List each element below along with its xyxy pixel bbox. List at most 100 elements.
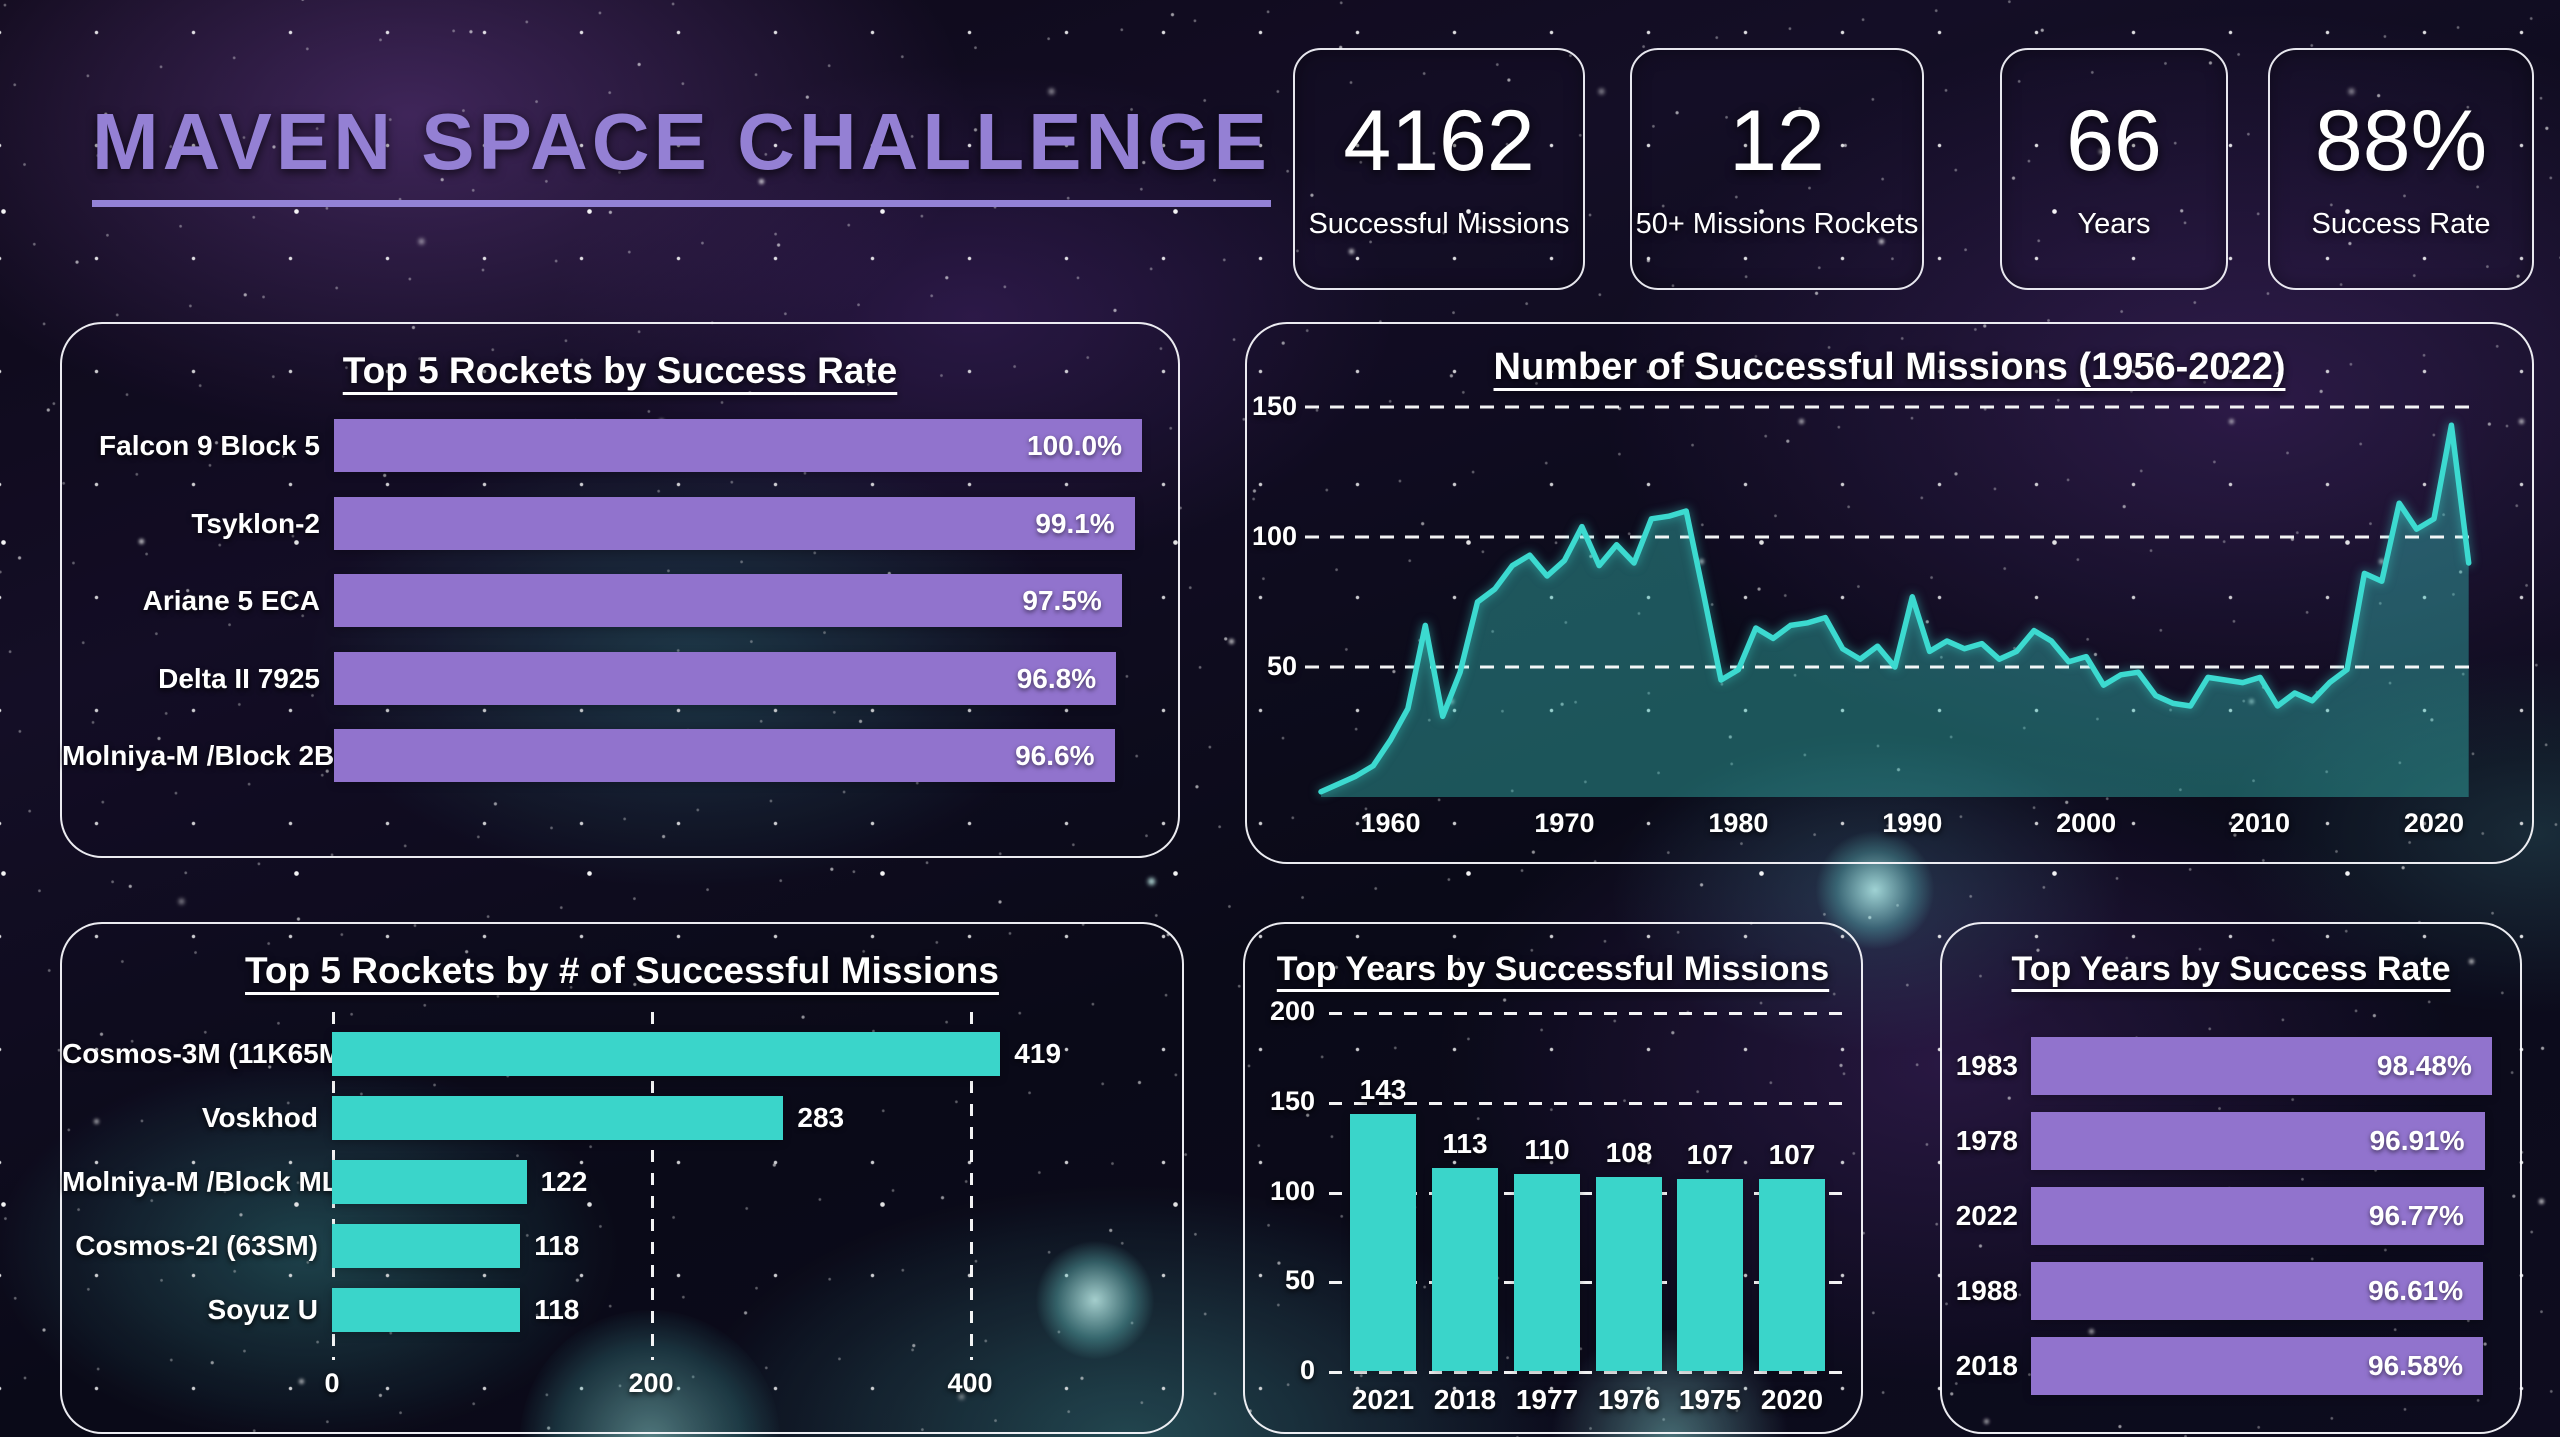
bar: [2031, 1112, 2485, 1170]
kpi-value: 12: [1729, 92, 1825, 189]
bar-category-label: 1976: [1597, 1384, 1661, 1415]
bar-category-label: 2018: [1433, 1384, 1497, 1415]
kpi-card-50plus-missions-rockets: 12 50+ Missions Rockets: [1630, 48, 1924, 290]
bar: [334, 729, 1115, 782]
axis-tick-label: 0: [1299, 1355, 1315, 1385]
bar: [332, 1160, 527, 1204]
bar: [334, 651, 1117, 705]
kpi-value: 4162: [1343, 92, 1535, 189]
chart-title: Top 5 Rockets by Success Rate: [342, 350, 898, 391]
bar-value-label: 96.77%: [2368, 1200, 2464, 1231]
gridline: [1329, 1281, 1845, 1285]
axis-tick-label: 100: [1269, 1175, 1315, 1206]
bar-value-label: 108: [1605, 1137, 1653, 1169]
bar: [2031, 1337, 2483, 1395]
panel-top5-rockets-by-success-rate: Top 5 Rockets by Success Rate Falcon 9 B…: [60, 322, 1180, 858]
bar-value-label: 113: [1442, 1128, 1488, 1160]
axis-tick-label: 50: [1266, 651, 1297, 681]
chart-title: Number of Successful Missions (1956-2022…: [1493, 346, 2286, 388]
bar-category-label: 1977: [1515, 1384, 1579, 1415]
axis-tick-label: 2000: [2056, 808, 2117, 838]
bar-value-label: 96.6%: [1015, 740, 1095, 771]
chart-title: Top Years by Success Rate: [2011, 950, 2451, 988]
area-chart-missions-by-year: 50 100 150 1960 1970 1980 1990 2000 2010 2020: [1247, 324, 2532, 862]
bar-value-label: 283: [797, 1102, 845, 1133]
kpi-value: 66: [2066, 92, 2162, 189]
bar-value-label: 96.61%: [2368, 1275, 2464, 1306]
gridline: [1329, 1191, 1845, 1195]
axis-tick-label: 2010: [2230, 808, 2291, 838]
kpi-label: 50+ Missions Rockets: [1635, 207, 1919, 240]
bar: [332, 1288, 521, 1332]
area-fill: [1321, 425, 2469, 797]
trend-line: [1318, 422, 2472, 795]
axis-tick-label: 1970: [1534, 808, 1595, 838]
bar: [2031, 1262, 2484, 1320]
axis-tick-label: 1990: [1882, 808, 1943, 838]
axis-tick-label: 200: [628, 1368, 674, 1398]
bar-category-label: Tsyklon-2: [191, 507, 320, 539]
bar-value-label: 97.5%: [1022, 585, 1102, 616]
bar: [332, 1224, 521, 1268]
axis-tick-label: 0: [324, 1368, 340, 1398]
axis-tick-label: 2020: [2403, 808, 2464, 838]
bar-category-label: 2020: [1760, 1384, 1824, 1415]
bar: [1514, 1173, 1580, 1371]
line-chart-svg: [1305, 405, 2479, 797]
axis-tick-label: 150: [1251, 391, 1297, 421]
page-title: MAVEN SPACE CHALLENGE: [92, 96, 1271, 207]
kpi-label: Successful Missions: [1308, 207, 1570, 240]
bar-value-label: 118: [534, 1230, 580, 1261]
bar-value-label: 122: [540, 1166, 588, 1197]
bar-category-label: Falcon 9 Block 5: [99, 430, 320, 461]
bar: [2031, 1187, 2484, 1245]
column-chart-top-years-missions: 0 50 100 150 200 143 2021 113 2018 110 1977 108 1976…: [1245, 924, 1861, 1432]
bar: [334, 496, 1135, 550]
axis-tick-label: 50: [1284, 1265, 1315, 1296]
panel-top-years-by-successful-missions: Top Years by Successful Missions 0 50 100 1…: [1243, 922, 1863, 1434]
bar: [332, 1032, 1001, 1076]
bar: [334, 574, 1122, 627]
bar: [2031, 1037, 2492, 1095]
bar: [1432, 1168, 1498, 1371]
bar-value-label: 107: [1686, 1138, 1734, 1170]
kpi-label: Success Rate: [2311, 207, 2491, 240]
panel-top5-rockets-by-missions: Top 5 Rockets by # of Successful Mission…: [60, 922, 1184, 1434]
bar: [1677, 1178, 1743, 1371]
kpi-card-success-rate: 88% Success Rate: [2268, 48, 2534, 290]
bar: [1596, 1177, 1662, 1371]
bar-value-label: 99.1%: [1035, 507, 1115, 539]
page-title-text: MAVEN SPACE CHALLENGE: [92, 96, 1271, 207]
bar-category-label: Soyuz U: [207, 1294, 318, 1325]
bar: [334, 419, 1142, 472]
bar-category-label: Molniya-M /Block ML: [62, 1166, 339, 1197]
bar-category-label: Cosmos-2I (63SM): [75, 1230, 318, 1261]
axis-tick-label: 200: [1269, 996, 1315, 1026]
bar-category-label: Voskhod: [201, 1102, 318, 1133]
bar: [1759, 1178, 1825, 1371]
bar-category-label: 1988: [1955, 1275, 2018, 1306]
bar-value-label: 110: [1524, 1133, 1570, 1165]
kpi-value: 88%: [2314, 92, 2488, 189]
panel-successful-missions-by-year: Number of Successful Missions (1956-2022…: [1245, 322, 2534, 864]
gridline: [1329, 1101, 1845, 1105]
axis-tick-label: 400: [947, 1368, 993, 1398]
bar-value-label: 107: [1768, 1138, 1816, 1170]
bar-value-label: 419: [1014, 1038, 1062, 1069]
chart-title: Top Years by Successful Missions: [1276, 950, 1830, 988]
bar-category-label: 1983: [1955, 1050, 2018, 1081]
bar-category-label: Ariane 5 ECA: [142, 585, 320, 616]
bar-chart-top5-missions: 0 200 400 Cosmos-3M (11K65M) 419 Voskhod 283 Mo…: [62, 924, 1182, 1432]
panel-top-years-by-success-rate: Top Years by Success Rate 1983 98.48% 1978…: [1940, 922, 2522, 1434]
bar-category-label: 1975: [1678, 1384, 1742, 1415]
gridline: [970, 1012, 973, 1360]
axis-tick-label: 1960: [1360, 808, 1421, 838]
gridline: [1329, 1371, 1845, 1374]
bar-category-label: Molniya-M /Block 2BL: [62, 740, 352, 771]
kpi-label: Years: [2077, 207, 2151, 240]
bar-value-label: 96.58%: [2368, 1350, 2463, 1381]
bar-value-label: 118: [534, 1294, 580, 1325]
bar-category-label: 2021: [1351, 1384, 1415, 1415]
kpi-card-successful-missions: 4162 Successful Missions: [1293, 48, 1585, 290]
bar-category-label: Cosmos-3M (11K65M): [62, 1038, 352, 1069]
